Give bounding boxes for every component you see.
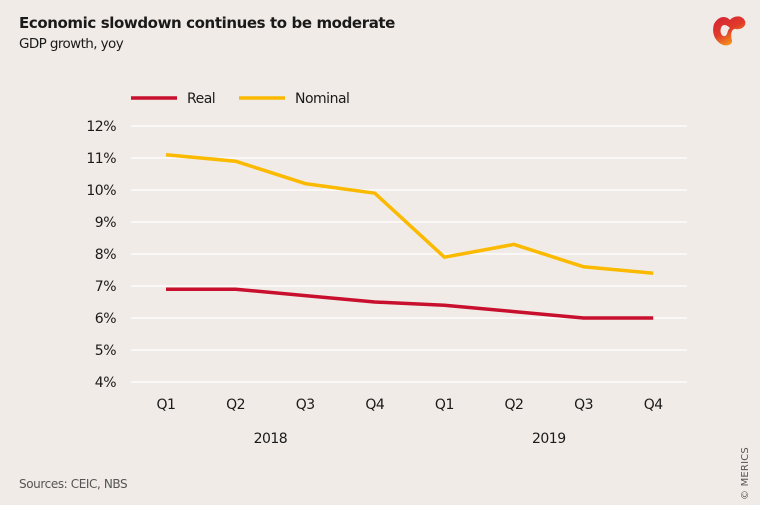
y-tick-label: 12% (86, 119, 116, 135)
x-tick-label: Q1 (157, 397, 176, 413)
y-tick-label: 7% (95, 279, 116, 295)
chart-subtitle: GDP growth, yoy (19, 36, 124, 52)
gridlines (131, 125, 687, 383)
x-tick-label: Q3 (296, 397, 315, 413)
legend-label-nominal: Nominal (295, 91, 349, 107)
copyright-note: © MERICS (740, 447, 751, 500)
y-tick-label: 11% (86, 151, 116, 167)
x-tick-label: Q4 (365, 397, 385, 413)
legend: Real Nominal (131, 91, 350, 107)
x-axis-year-labels: 2018 2019 (254, 431, 567, 447)
y-tick-label: 5% (95, 343, 116, 359)
series-line-nominal (165, 153, 654, 275)
y-axis-ticks: 4% 5% 6% 7% 8% 9% 10% 11% 12% (86, 119, 116, 391)
x-tick-label: Q3 (574, 397, 593, 413)
x-tick-label: Q4 (644, 397, 664, 413)
x-tick-label: Q2 (505, 397, 524, 413)
y-tick-label: 6% (95, 311, 116, 327)
y-tick-label: 10% (86, 183, 116, 199)
x-axis-ticks: Q1 Q2 Q3 Q4 Q1 Q2 Q3 Q4 (157, 397, 664, 413)
x-tick-label: Q2 (226, 397, 245, 413)
chart-title: Economic slowdown continues to be modera… (19, 14, 395, 32)
source-note: Sources: CEIC, NBS (19, 477, 128, 491)
x-group-label: 2018 (254, 431, 288, 447)
legend-label-real: Real (187, 91, 215, 107)
y-tick-label: 8% (95, 247, 116, 263)
merics-logo-icon (713, 16, 746, 46)
y-tick-label: 9% (95, 215, 116, 231)
y-tick-label: 4% (95, 375, 116, 391)
x-tick-label: Q1 (435, 397, 454, 413)
series-line-real (166, 287, 654, 320)
series-lines (165, 153, 654, 320)
x-group-label: 2019 (532, 431, 566, 447)
